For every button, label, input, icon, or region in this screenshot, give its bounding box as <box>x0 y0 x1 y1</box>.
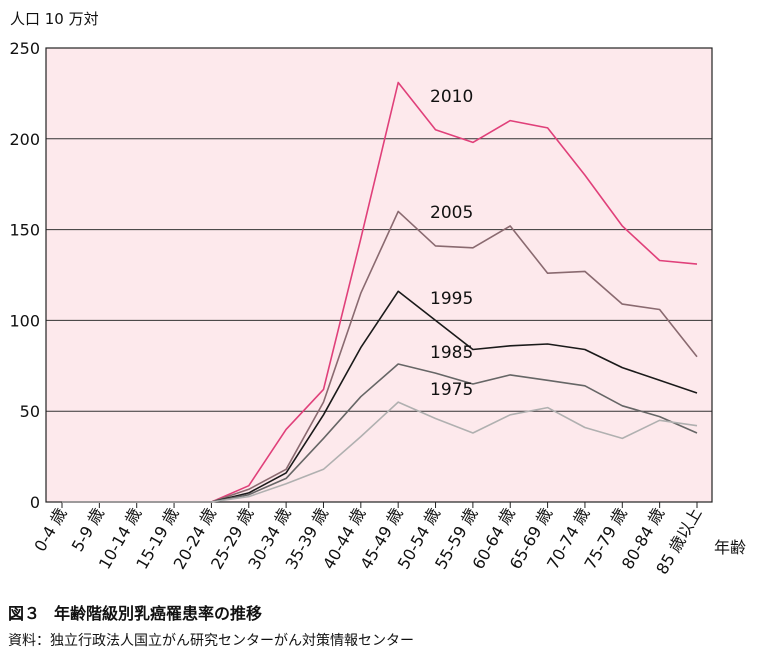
y-tick-label: 250 <box>9 39 40 58</box>
y-tick-label: 100 <box>9 311 40 330</box>
series-label-1975: 1975 <box>430 380 473 400</box>
figure-label: 図３ <box>8 604 41 623</box>
plot-frame <box>45 47 713 503</box>
series-label-1985: 1985 <box>430 343 473 363</box>
x-tick-label: 5-9 歳 <box>68 505 108 555</box>
plot-area <box>46 48 712 502</box>
y-tick-label: 150 <box>9 221 40 240</box>
y-tick-label: 200 <box>9 130 40 149</box>
x-axis-label: 年齢 <box>714 538 746 557</box>
series-line-1975 <box>62 401 698 503</box>
x-tick-label: 0-4 歳 <box>30 505 70 555</box>
y-axis-label: 人口 10 万対 <box>10 10 99 28</box>
series-label-2010: 2010 <box>430 87 473 107</box>
figure-title: 年齢階級別乳癌罹患率の推移 <box>54 604 263 623</box>
y-tick-label: 50 <box>20 402 40 421</box>
figure-source: 資料：独立行政法人国立がん研究センターがん対策情報センター <box>8 633 414 649</box>
series-label-1995: 1995 <box>430 289 473 309</box>
series-label-2005: 2005 <box>430 203 473 223</box>
figure-caption: 図３ 年齢階級別乳癌罹患率の推移 <box>8 600 262 624</box>
y-tick-label: 0 <box>30 493 40 512</box>
